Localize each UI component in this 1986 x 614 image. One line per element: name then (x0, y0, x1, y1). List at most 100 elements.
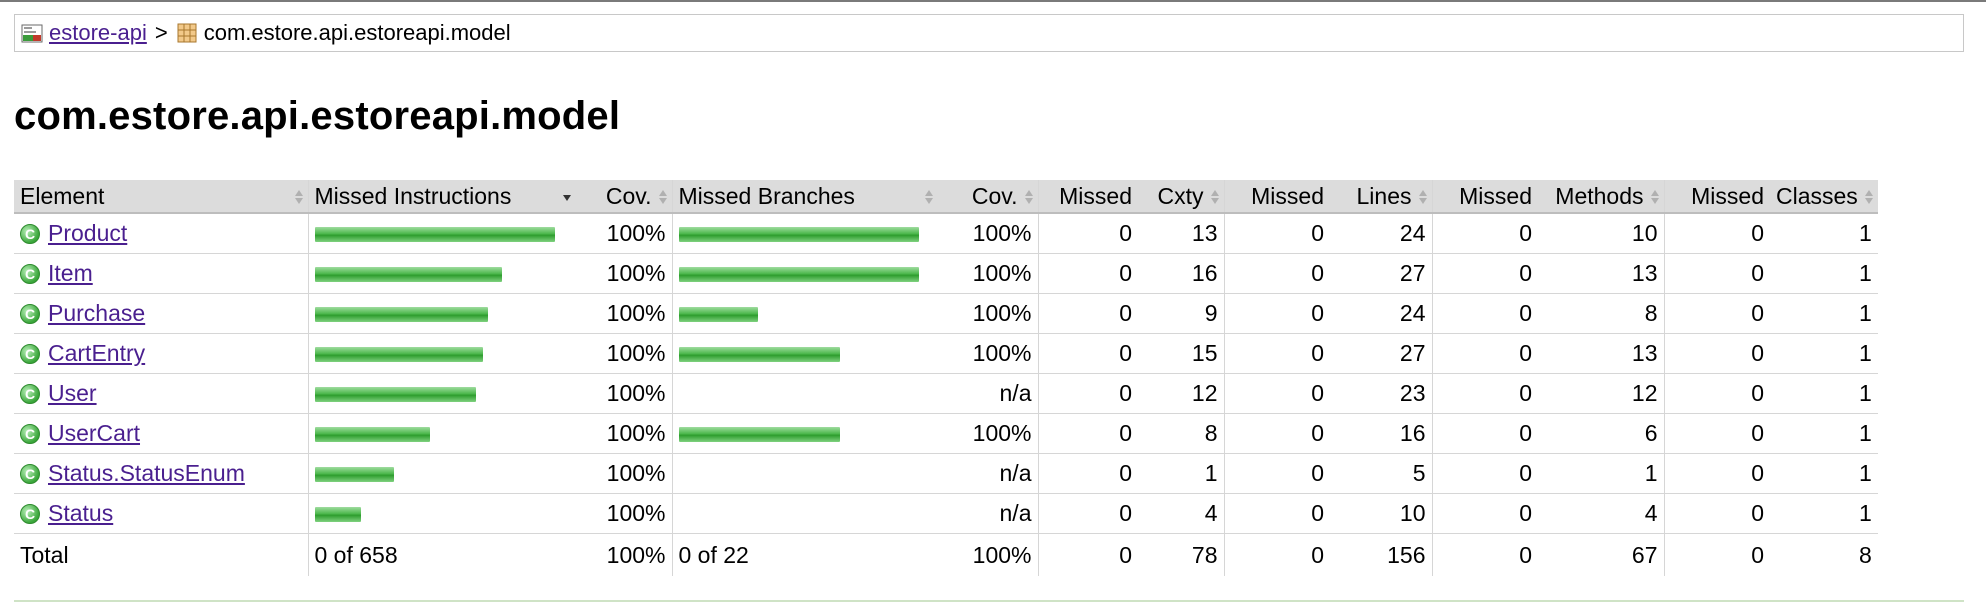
element-wrapper: C Status.StatusEnum (20, 460, 302, 487)
col-header-lines[interactable]: Lines (1330, 180, 1432, 214)
class-link[interactable]: CartEntry (48, 340, 146, 366)
missed-classes: 0 (1663, 333, 1770, 374)
table-row: C CartEntry 100% 100% 0 15 0 27 0 13 0 1 (14, 333, 1878, 374)
total-instructions: 0 of 658 (307, 533, 576, 576)
lines: 16 (1330, 413, 1432, 454)
total-methods: 67 (1631, 541, 1658, 568)
report-folder-icon (21, 24, 43, 43)
missed-classes: 0 (1663, 213, 1770, 254)
col-header-missed-complexity[interactable]: Missed (1037, 180, 1138, 214)
branches-coverage-bar (678, 427, 840, 443)
complexity: 9 (1138, 293, 1224, 334)
methods: 12 (1538, 373, 1664, 414)
sort-icon (1650, 190, 1659, 204)
missed-methods: 0 (1431, 253, 1538, 294)
branches-coverage: 100% (938, 213, 1038, 254)
instructions-coverage-bar (314, 267, 502, 283)
class-link[interactable]: Item (48, 260, 93, 286)
instructions-coverage-bar (314, 307, 488, 323)
sort-icon (1864, 190, 1873, 204)
col-header-element[interactable]: Element (14, 180, 308, 214)
classes: 1 (1770, 253, 1878, 294)
missed-complexity: 0 (1037, 493, 1138, 534)
col-header-methods[interactable]: Methods (1538, 180, 1664, 214)
branches-coverage-bar (678, 267, 919, 283)
class-link[interactable]: Status.StatusEnum (48, 460, 245, 486)
class-link[interactable]: Product (48, 220, 128, 246)
col-header-classes[interactable]: Classes (1770, 180, 1878, 214)
total-missed-methods: 0 (1431, 533, 1538, 576)
missed-complexity: 0 (1037, 253, 1138, 294)
lines: 10 (1330, 493, 1432, 534)
total-label: Total (20, 541, 69, 568)
lines: 27 (1330, 253, 1432, 294)
table-total-row: Total 0 of 658 100% 0 of 22 100% 0 78 0 … (14, 533, 1878, 576)
element-cell: C UserCart (14, 413, 308, 454)
branches-coverage-bar (678, 307, 758, 323)
instructions-coverage-bar (314, 507, 361, 523)
class-icon: C (20, 263, 40, 284)
table-body: C Product 100% 100% 0 13 0 24 0 10 0 1 C Item 100% 100%… (14, 213, 1878, 534)
missed-lines: 0 (1223, 253, 1330, 294)
table-header-row: Element Missed Instructions Cov. Missed … (14, 180, 1878, 214)
col-header-missed-instructions[interactable]: Missed Instructions (307, 180, 576, 214)
sort-icon (1418, 190, 1427, 204)
complexity: 8 (1138, 413, 1224, 454)
total-classes: 8 (1859, 541, 1872, 568)
class-link[interactable]: Status (48, 500, 114, 526)
class-link[interactable]: User (48, 380, 97, 406)
sort-icon (1024, 190, 1033, 204)
element-wrapper: C Purchase (20, 300, 302, 327)
breadcrumb-root-link[interactable]: estore-api (49, 20, 147, 45)
missed-classes: 0 (1663, 253, 1770, 294)
instructions-coverage-bar (314, 387, 476, 403)
total-branches: 0 of 22 (671, 533, 938, 576)
missed-complexity: 0 (1037, 453, 1138, 494)
class-icon: C (20, 223, 40, 244)
element-cell: C Status (14, 493, 308, 534)
classes: 1 (1770, 213, 1878, 254)
col-header-branches-coverage[interactable]: Cov. (938, 180, 1038, 214)
classes: 1 (1770, 373, 1878, 414)
sort-desc-icon (563, 195, 571, 201)
element-cell: C Item (14, 253, 308, 294)
classes: 1 (1770, 293, 1878, 334)
complexity: 12 (1138, 373, 1224, 414)
top-border (0, 0, 1986, 2)
col-header-missed-branches[interactable]: Missed Branches (671, 180, 938, 214)
col-header-missed-lines[interactable]: Missed (1223, 180, 1330, 214)
element-wrapper: C UserCart (20, 420, 302, 447)
class-icon: C (20, 303, 40, 324)
total-missed-complexity: 0 (1037, 533, 1138, 576)
total-lines: 156 (1387, 541, 1426, 568)
branches-coverage: n/a (938, 493, 1038, 534)
branches-bar-cell (671, 413, 938, 454)
missed-methods: 0 (1431, 213, 1538, 254)
table-row: C Product 100% 100% 0 13 0 24 0 10 0 1 (14, 213, 1878, 254)
class-link[interactable]: Purchase (48, 300, 146, 326)
missed-classes: 0 (1663, 413, 1770, 454)
table-row: C Status 100% n/a 0 4 0 10 0 4 0 1 (14, 493, 1878, 534)
missed-complexity: 0 (1037, 293, 1138, 334)
col-header-instructions-coverage[interactable]: Cov. (576, 180, 672, 214)
branches-coverage-bar (678, 347, 840, 363)
missed-lines: 0 (1223, 413, 1330, 454)
sort-icon (294, 190, 303, 204)
missed-lines: 0 (1223, 293, 1330, 334)
complexity: 16 (1138, 253, 1224, 294)
branches-coverage: 100% (938, 413, 1038, 454)
missed-complexity: 0 (1037, 373, 1138, 414)
total-missed-classes: 0 (1663, 533, 1770, 576)
branches-bar-cell (671, 333, 938, 374)
classes: 1 (1770, 333, 1878, 374)
missed-methods: 0 (1431, 493, 1538, 534)
branches-coverage: 100% (938, 293, 1038, 334)
sort-icon (1210, 190, 1219, 204)
col-header-missed-methods[interactable]: Missed (1431, 180, 1538, 214)
col-header-missed-classes[interactable]: Missed (1663, 180, 1770, 214)
element-wrapper: C Product (20, 220, 302, 247)
missed-methods: 0 (1431, 373, 1538, 414)
class-link[interactable]: UserCart (48, 420, 141, 446)
col-header-complexity[interactable]: Cxty (1138, 180, 1224, 214)
missed-lines: 0 (1223, 373, 1330, 414)
